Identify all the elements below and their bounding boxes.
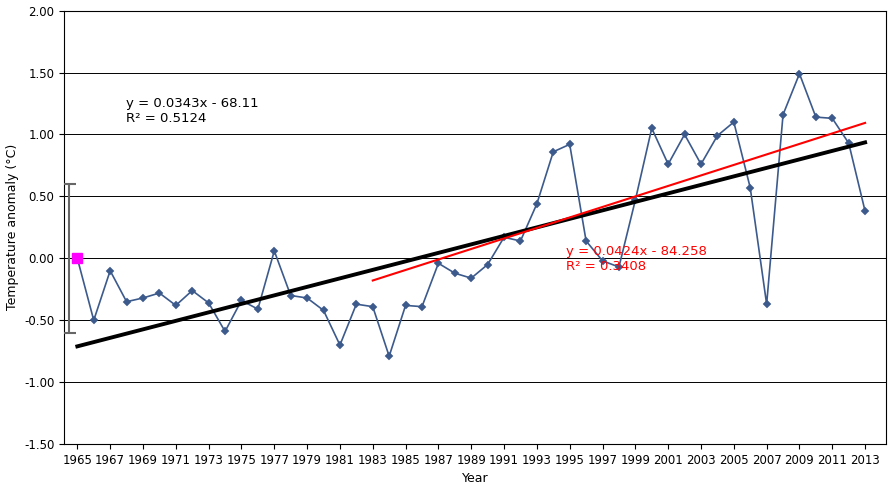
Text: y = 0.0343x - 68.11
R² = 0.5124: y = 0.0343x - 68.11 R² = 0.5124	[126, 97, 259, 125]
Y-axis label: Temperature anomaly (°C): Temperature anomaly (°C)	[5, 144, 19, 310]
Text: y = 0.0424x - 84.258
R² = 0.3408: y = 0.0424x - 84.258 R² = 0.3408	[566, 245, 706, 273]
X-axis label: Year: Year	[462, 472, 489, 486]
